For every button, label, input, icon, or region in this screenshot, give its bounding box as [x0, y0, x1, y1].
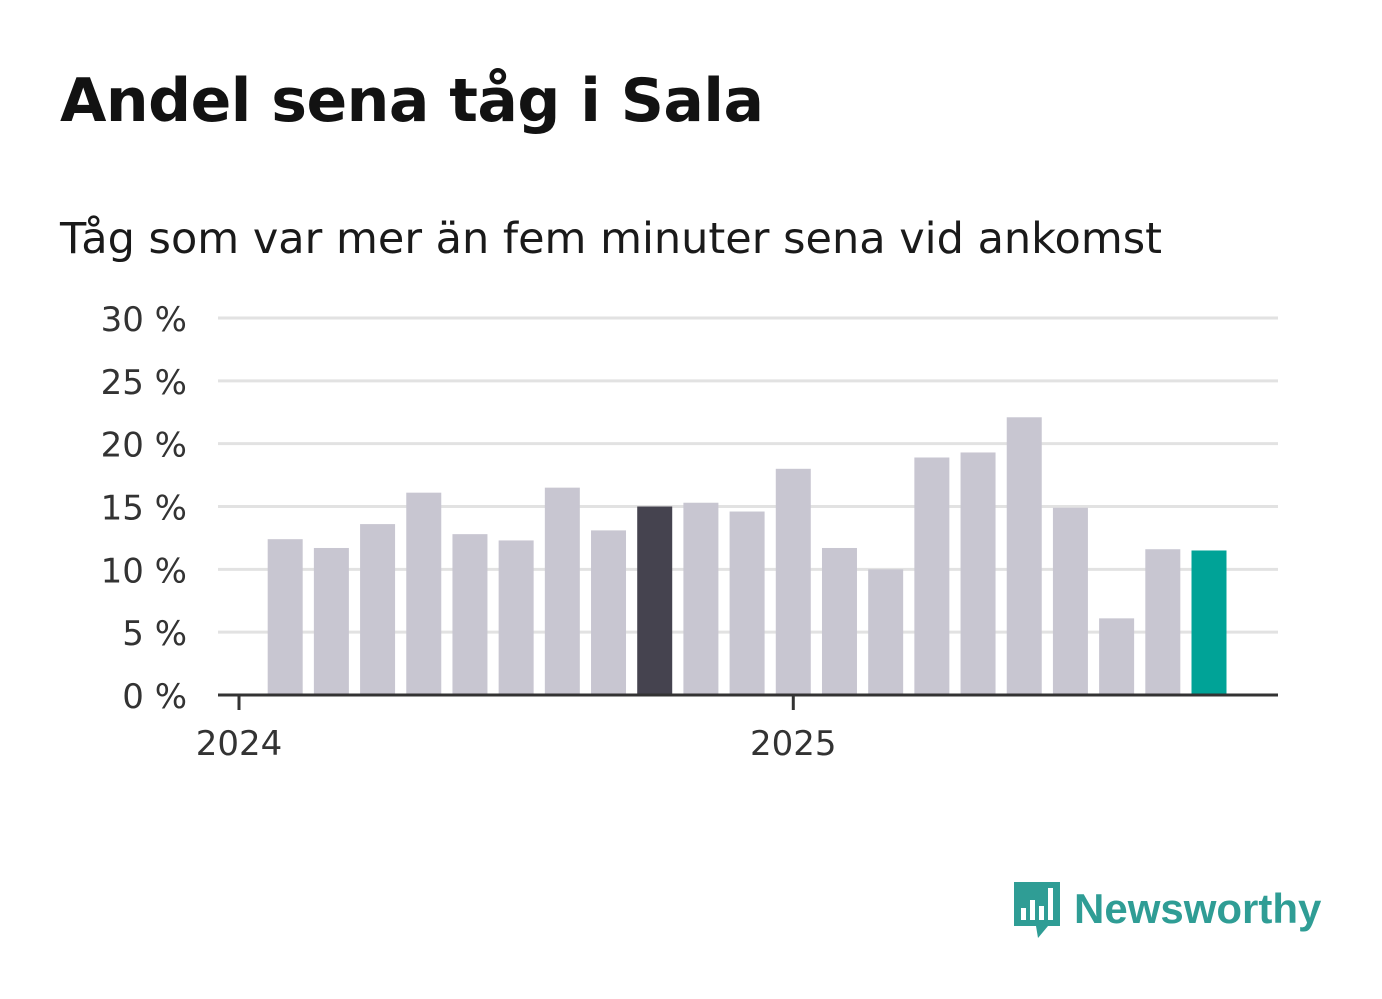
- x-tick-label: 2024: [196, 724, 283, 764]
- bar: [452, 534, 488, 695]
- bar: [960, 452, 996, 695]
- bar: [1052, 507, 1088, 695]
- bar: [544, 487, 580, 695]
- bar: [267, 539, 303, 695]
- y-axis-ticks: 0 % 5 % 10 % 15 % 20 % 25 % 30 %: [101, 300, 187, 717]
- brand-name: Newsworthy: [1074, 885, 1322, 932]
- bar-chart-speech-bubble-icon: [1014, 882, 1060, 938]
- y-tick-label: 15 %: [101, 489, 187, 529]
- bar: [1099, 618, 1135, 695]
- x-axis-ticks: 2024 2025: [196, 695, 837, 764]
- y-tick-label: 20 %: [101, 426, 187, 466]
- bar: [406, 492, 442, 695]
- y-tick-label: 10 %: [101, 551, 187, 591]
- y-tick-label: 25 %: [101, 363, 187, 403]
- bar: [637, 506, 673, 695]
- bar: [591, 530, 627, 695]
- bar: [775, 468, 811, 695]
- y-tick-label: 5 %: [122, 614, 187, 654]
- bar: [729, 511, 765, 695]
- bar: [360, 524, 396, 695]
- chart-title: Andel sena tåg i Sala: [60, 66, 764, 136]
- bar: [1191, 550, 1227, 695]
- bar: [683, 502, 719, 695]
- bar: [1006, 417, 1042, 695]
- bar: [914, 457, 950, 695]
- bar: [313, 547, 349, 695]
- bar: [1145, 549, 1181, 695]
- bar: [498, 540, 534, 695]
- bar: [868, 569, 904, 695]
- chart-subtitle: Tåg som var mer än fem minuter sena vid …: [60, 214, 1163, 264]
- newsworthy-logo: Newsworthy: [1010, 878, 1321, 940]
- x-tick-label: 2025: [750, 724, 837, 764]
- y-tick-label: 0 %: [122, 677, 187, 717]
- bars: [267, 417, 1227, 695]
- bar: [821, 547, 857, 695]
- y-tick-label: 30 %: [101, 300, 187, 340]
